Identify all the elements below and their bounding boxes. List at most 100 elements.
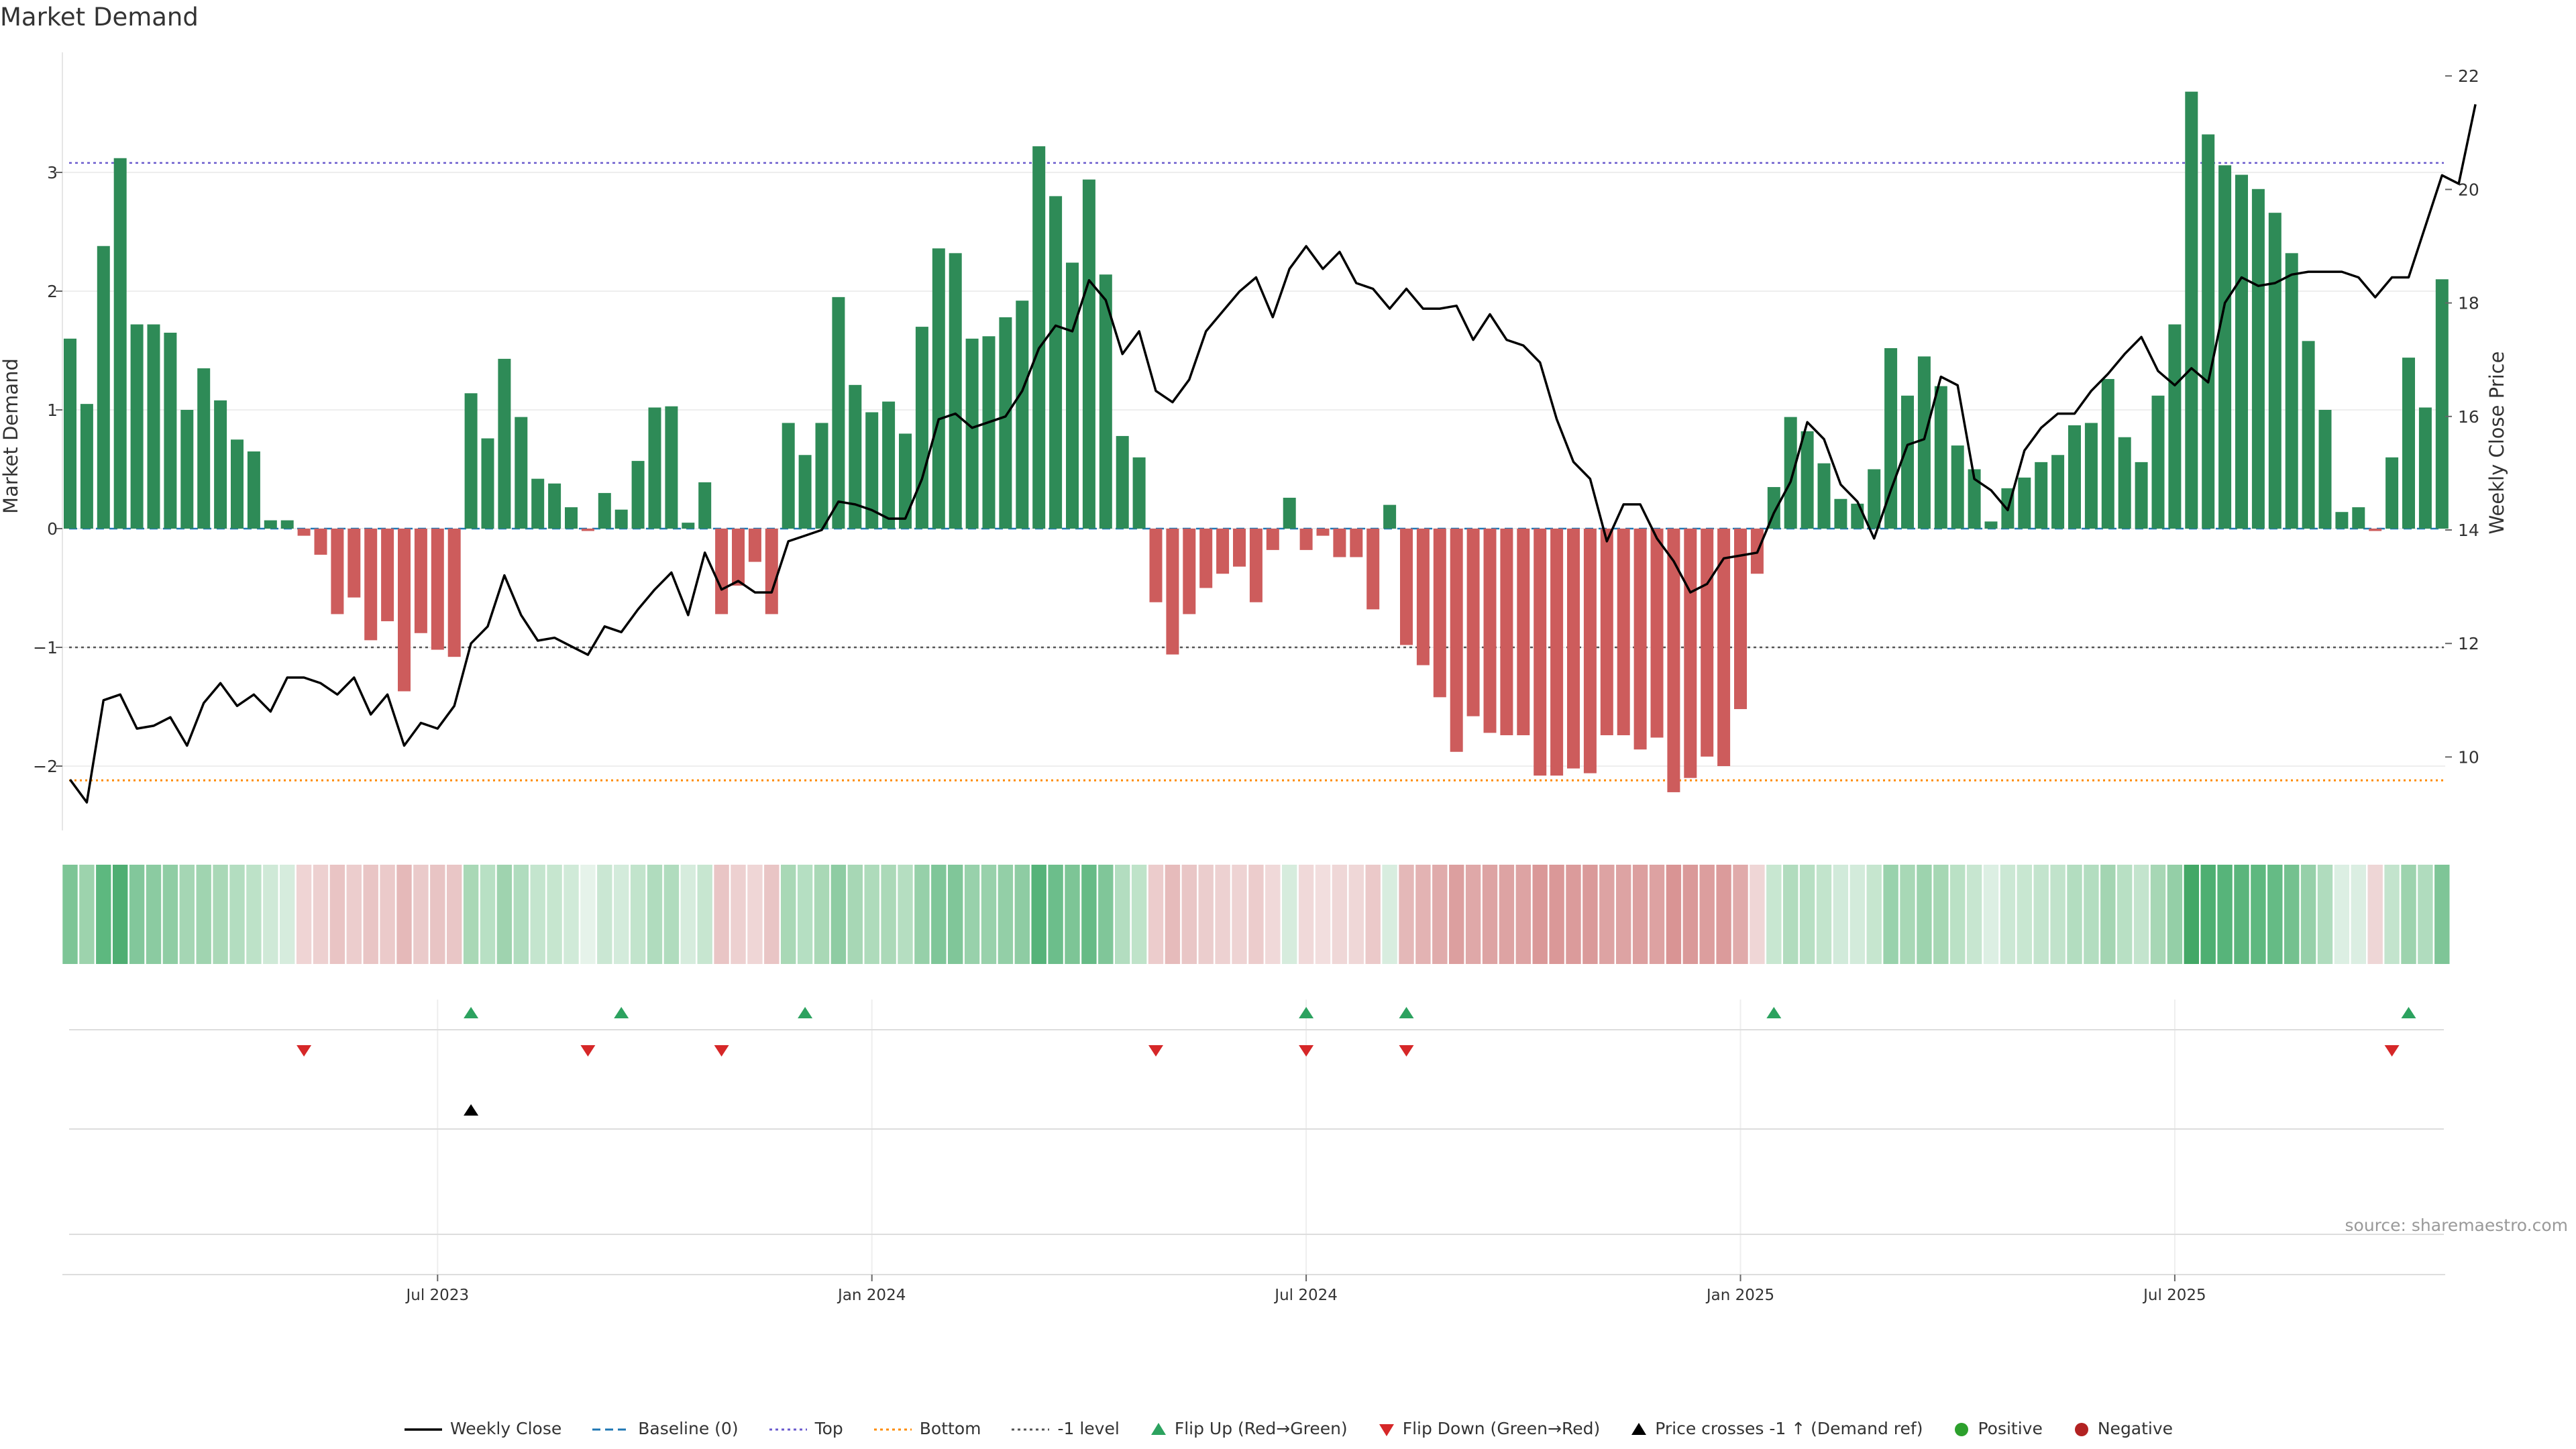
demand-bar <box>1650 529 1664 738</box>
heat-cell <box>1065 865 1080 964</box>
heat-cell <box>1131 865 1147 964</box>
legend-item: Bottom <box>873 1419 981 1439</box>
demand-bar <box>2385 457 2399 529</box>
heat-cell <box>1766 865 1782 964</box>
demand-bar <box>2302 341 2315 529</box>
demand-bar <box>1416 529 1430 665</box>
demand-bar <box>899 433 912 529</box>
demand-bar <box>130 324 144 529</box>
heat-cell <box>1365 865 1381 964</box>
demand-bar <box>1032 146 1046 529</box>
demand-bar <box>1233 529 1246 567</box>
heat-cell <box>1983 865 1999 964</box>
y2-tick-label: 10 <box>2458 747 2479 767</box>
demand-bar <box>782 423 795 529</box>
heat-cell <box>1265 865 1281 964</box>
demand-bar <box>1066 262 1079 529</box>
demand-bar <box>381 529 394 622</box>
demand-bar <box>949 253 962 529</box>
demand-bar <box>815 423 828 529</box>
demand-bar <box>464 393 478 529</box>
heat-cell <box>246 865 262 964</box>
chart-legend: Weekly Close Baseline (0) Top Bottom -1 leve… <box>0 1418 2576 1439</box>
demand-bar <box>1132 457 1146 529</box>
heat-cell <box>731 865 746 964</box>
triangle-up-icon <box>1631 1423 1647 1435</box>
demand-bar <box>1216 529 1230 574</box>
demand-bar <box>1917 356 1931 529</box>
heat-cell <box>948 865 963 964</box>
heat-cell <box>2418 865 2433 964</box>
line-dotted-icon <box>1012 1428 1050 1431</box>
demand-bar <box>1149 529 1163 602</box>
x-tick-label: Jan 2025 <box>1705 1287 1774 1304</box>
triangle-down-icon <box>1379 1424 1394 1436</box>
demand-bar <box>447 529 461 657</box>
heat-cell <box>630 865 646 964</box>
flip-down-marker <box>1148 1045 1163 1057</box>
demand-bar <box>1984 521 1998 529</box>
demand-bar <box>1199 529 1213 588</box>
demand-bar <box>481 438 494 529</box>
heat-cell <box>513 865 529 964</box>
heat-cell <box>2117 865 2133 964</box>
y2-tick-label: 18 <box>2458 294 2479 313</box>
heat-cell <box>396 865 412 964</box>
heat-cell <box>1315 865 1331 964</box>
heat-cell <box>1382 865 1397 964</box>
demand-bar <box>214 400 227 529</box>
demand-bar <box>1400 529 1413 645</box>
heat-cell <box>1666 865 1682 964</box>
demand-bar <box>1283 497 1296 529</box>
heat-cell <box>1900 865 1915 964</box>
demand-bar <box>2235 174 2248 529</box>
demand-bar <box>1667 529 1680 792</box>
heat-cell <box>79 865 95 964</box>
demand-bar <box>548 483 561 529</box>
demand-bar <box>1517 529 1530 735</box>
heat-cell <box>1733 865 1748 964</box>
heat-cell <box>580 865 596 964</box>
legend-label: Bottom <box>919 1419 981 1438</box>
flip-up-marker <box>798 1007 813 1018</box>
demand-bar <box>2352 507 2365 529</box>
heat-cell <box>329 865 345 964</box>
heat-cell <box>62 865 78 964</box>
legend-item: Baseline (0) <box>591 1419 739 1439</box>
demand-bar <box>331 529 344 614</box>
heat-cell <box>2434 865 2450 964</box>
triangle-up-icon <box>1150 1423 1166 1435</box>
demand-bar <box>498 358 511 529</box>
heat-cell <box>931 865 947 964</box>
legend-label: Price crosses -1 ↑ (Demand ref) <box>1655 1419 1923 1438</box>
demand-bar <box>1183 529 1196 614</box>
heat-cell <box>213 865 228 964</box>
heat-cell <box>1549 865 1564 964</box>
heat-cell <box>1048 865 1063 964</box>
demand-bar <box>398 529 411 692</box>
demand-bar <box>2369 529 2382 531</box>
heat-cell <box>830 865 847 964</box>
heat-cell <box>647 865 663 964</box>
demand-bar <box>698 482 712 529</box>
demand-bar <box>2018 477 2031 529</box>
flip-up-marker <box>2401 1007 2416 1018</box>
demand-bar <box>1801 431 1814 529</box>
legend-item: Top <box>768 1419 843 1439</box>
heat-cell <box>363 865 378 964</box>
demand-bar <box>965 338 979 529</box>
legend-label: Flip Down (Green→Red) <box>1402 1419 1601 1438</box>
demand-bar <box>1299 529 1313 550</box>
heat-cell <box>914 865 930 964</box>
heat-cell <box>1582 865 1598 964</box>
heat-cell <box>530 865 545 964</box>
price-cross-marker <box>464 1104 479 1116</box>
heat-cell <box>263 865 278 964</box>
heat-cell <box>1098 865 1114 964</box>
heat-cell <box>1148 865 1164 964</box>
demand-bar <box>1500 529 1513 735</box>
demand-bar <box>2118 437 2131 529</box>
demand-bar <box>2168 324 2182 529</box>
demand-bar <box>1166 529 1179 655</box>
heat-cell <box>1599 865 1615 964</box>
